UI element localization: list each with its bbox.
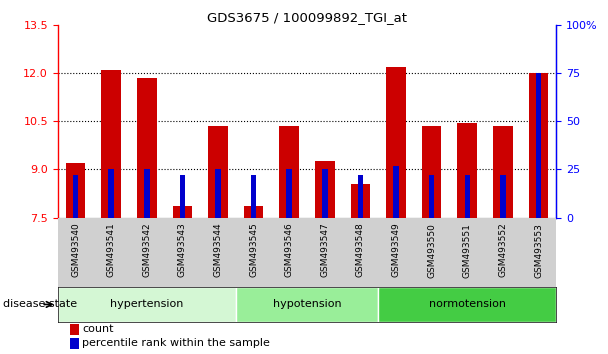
Bar — [493, 126, 513, 218]
Bar — [351, 184, 370, 218]
Text: disease state: disease state — [3, 299, 77, 309]
Text: GSM493547: GSM493547 — [320, 223, 330, 278]
Bar — [215, 170, 221, 218]
Bar — [386, 67, 406, 218]
Bar — [280, 126, 299, 218]
Text: percentile rank within the sample: percentile rank within the sample — [82, 338, 270, 348]
Text: GSM493543: GSM493543 — [178, 223, 187, 278]
Text: hypertension: hypertension — [110, 299, 184, 309]
Bar — [70, 324, 78, 335]
Text: GSM493540: GSM493540 — [71, 223, 80, 278]
Bar — [102, 70, 121, 218]
Bar — [358, 175, 363, 218]
Bar — [236, 287, 378, 322]
Text: GSM493546: GSM493546 — [285, 223, 294, 278]
Bar — [457, 123, 477, 218]
Bar — [529, 73, 548, 218]
Text: GSM493541: GSM493541 — [106, 223, 116, 278]
Bar — [429, 175, 435, 218]
Text: GSM493548: GSM493548 — [356, 223, 365, 278]
Text: GSM493545: GSM493545 — [249, 223, 258, 278]
Bar — [108, 170, 114, 218]
Bar — [70, 338, 78, 349]
Bar — [322, 170, 328, 218]
Bar — [315, 161, 334, 218]
Text: GSM493551: GSM493551 — [463, 223, 472, 278]
Bar — [73, 175, 78, 218]
Text: count: count — [82, 324, 114, 334]
Bar — [378, 287, 556, 322]
Text: normotension: normotension — [429, 299, 506, 309]
Bar — [536, 73, 541, 218]
Text: GSM493552: GSM493552 — [499, 223, 508, 278]
Text: GSM493542: GSM493542 — [142, 223, 151, 277]
Text: hypotension: hypotension — [273, 299, 341, 309]
Bar — [465, 175, 470, 218]
Bar — [179, 175, 185, 218]
Bar — [422, 126, 441, 218]
Bar — [208, 126, 228, 218]
Bar — [251, 175, 257, 218]
Bar — [144, 170, 150, 218]
Text: GSM493544: GSM493544 — [213, 223, 223, 277]
Bar — [393, 166, 399, 218]
Text: GSM493550: GSM493550 — [427, 223, 436, 278]
Bar — [286, 170, 292, 218]
Text: GSM493553: GSM493553 — [534, 223, 543, 278]
Bar — [173, 206, 192, 218]
Text: GSM493549: GSM493549 — [392, 223, 401, 278]
Bar — [58, 287, 236, 322]
Bar — [137, 78, 157, 218]
Title: GDS3675 / 100099892_TGI_at: GDS3675 / 100099892_TGI_at — [207, 11, 407, 24]
Bar — [66, 163, 85, 218]
Bar — [500, 175, 506, 218]
Bar — [244, 206, 263, 218]
